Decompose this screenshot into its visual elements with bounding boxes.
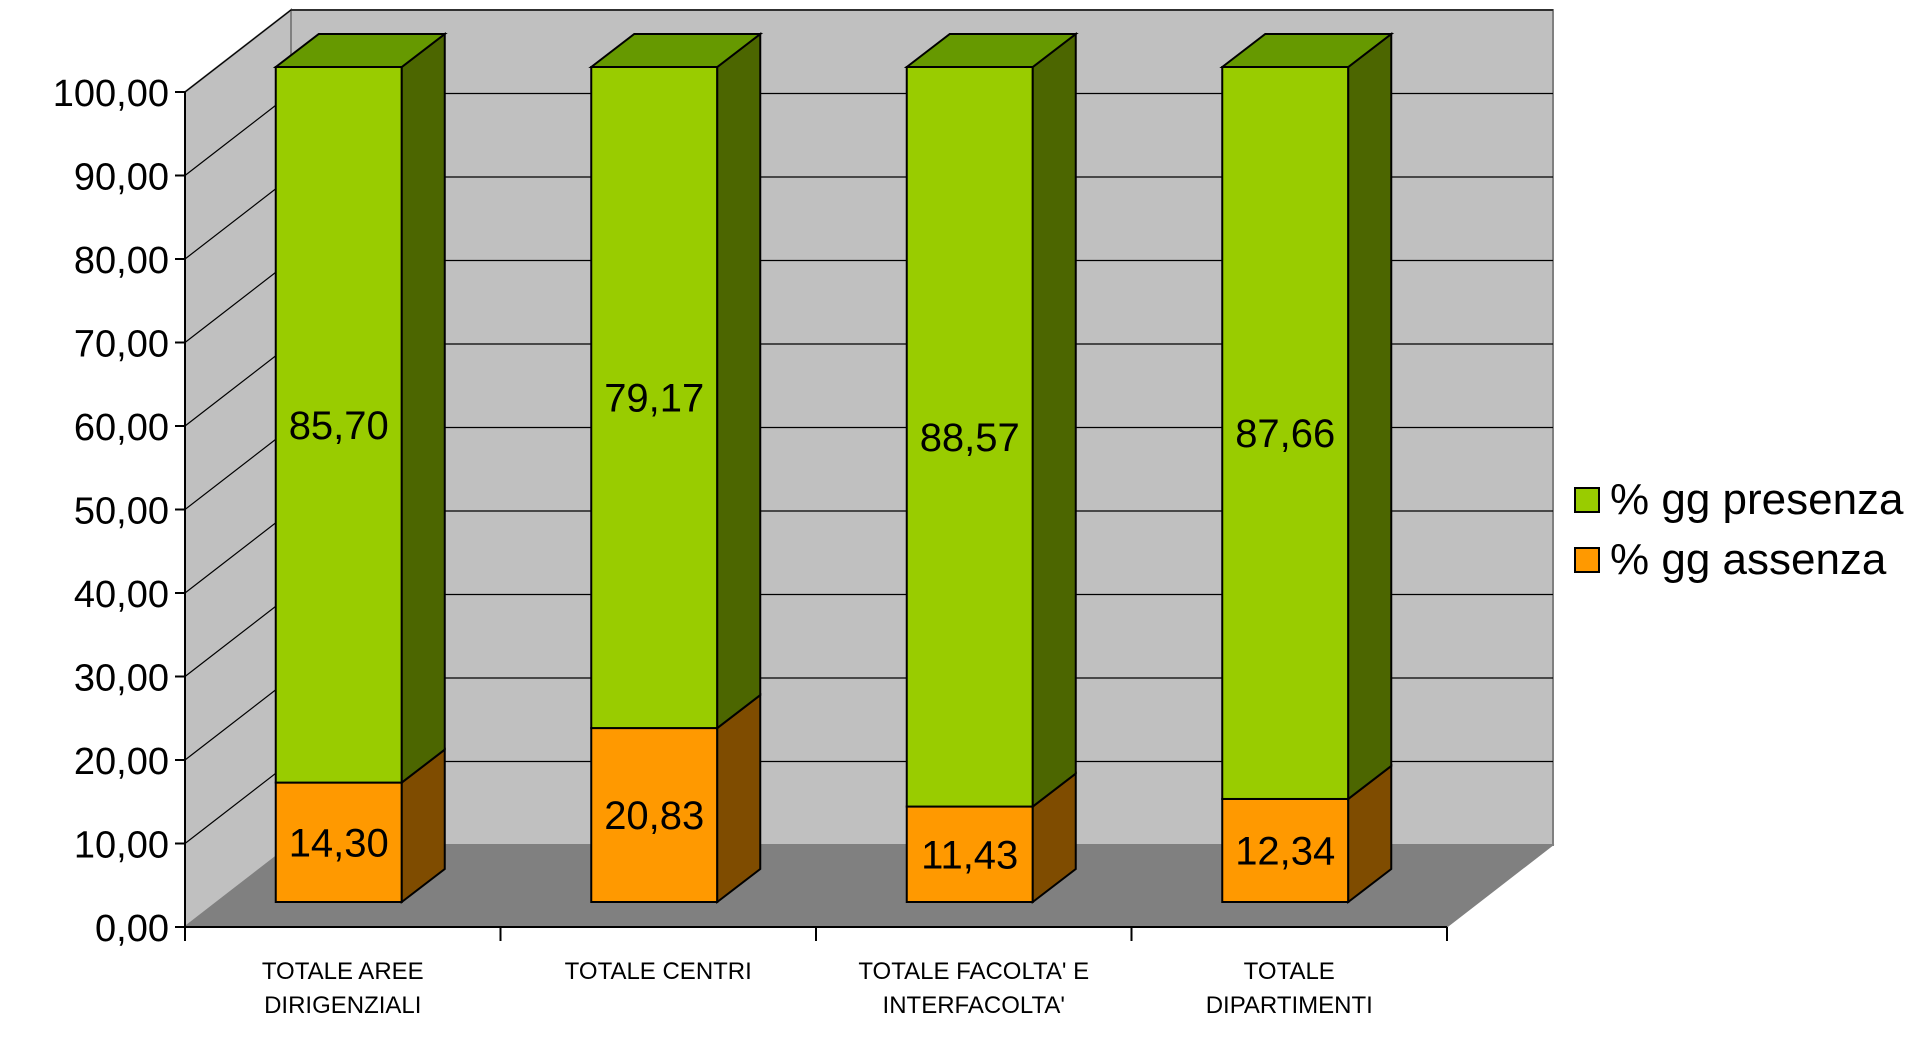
bar-segment-group: 85,70 [272,31,448,785]
x-tick-label: INTERFACOLTA' [883,992,1065,1019]
gridline-side [184,343,292,427]
data-label: 88,57 [920,416,1020,460]
data-label: 79,17 [604,377,704,421]
bar-front [590,727,719,904]
bar-side [716,31,762,731]
bar-front [905,66,1034,808]
x-tick-label: TOTALE FACOLTA' E [858,958,1089,985]
data-label: 85,70 [289,404,389,448]
data-label: 20,83 [604,794,704,838]
y-tick-label: 40,00 [74,574,169,616]
legend-swatch-assenza [1574,547,1600,573]
bar-top [903,33,1079,68]
y-tick-label: 20,00 [74,741,169,783]
chart-legend: % gg presenza % gg assenza [1574,470,1904,590]
x-tick-label: TOTALE [1244,958,1335,985]
data-label: 12,34 [1235,829,1335,873]
data-label: 87,66 [1235,412,1335,456]
bar-side [1347,31,1393,801]
bar-segment-group: 79,17 [588,31,764,731]
bar-side [1031,31,1077,809]
bar-front [590,66,719,730]
legend-item-assenza: % gg assenza [1574,530,1904,590]
gridline-side [184,510,292,594]
y-tick-label: 60,00 [74,407,169,449]
gridline-side [184,761,292,844]
bar-top [1219,33,1395,68]
bar-segment-group: 20,83 [590,693,762,905]
gridline-side [184,677,292,761]
bar-front [274,66,403,784]
gridline-side [184,9,292,93]
bar-front [274,781,403,903]
bar-front [1221,797,1350,903]
gridline-side [184,594,292,677]
y-tick-label: 80,00 [74,240,169,282]
gridline-side [184,427,292,510]
x-tick-label: TOTALE AREE [262,958,424,985]
legend-swatch-presenza [1574,487,1600,513]
y-tick-label: 10,00 [74,825,169,867]
chart-bars: 14,30 85,70 20,83 79,17 11,43 88,57 12,34 87,66 [272,31,1395,905]
y-tick-label: 0,00 [95,908,169,950]
legend-label-assenza: % gg assenza [1610,535,1887,584]
bar-segment-group: 12,34 [1221,763,1393,905]
data-label: 11,43 [921,833,1018,877]
bar-top [272,33,448,68]
x-tick-label: DIPARTIMENTI [1206,992,1373,1019]
y-tick-label: 30,00 [74,658,169,700]
legend-label-presenza: % gg presenza [1610,475,1904,524]
legend-item-presenza: % gg presenza [1574,470,1904,530]
bar-side [716,693,762,905]
gridline-side [184,260,292,343]
bar-side [400,31,446,785]
bar-top [588,33,764,68]
data-label: 14,30 [289,821,389,865]
chart-axes: 0,00 10,00 20,00 30,00 40,00 50,00 60,00 70,00 8… [53,73,1448,1019]
gridline-side [184,93,292,176]
bar-segment-group: 88,57 [903,31,1079,809]
y-tick-label: 100,00 [53,73,169,115]
y-tick-label: 50,00 [74,491,169,533]
x-tick-label: TOTALE CENTRI [565,958,752,985]
bar-segment-group: 11,43 [905,771,1077,905]
y-tick-label: 70,00 [74,324,169,366]
y-tick-label: 90,00 [74,157,169,199]
bar-segment-group: 87,66 [1219,31,1395,801]
x-tick-label: DIRIGENZIALI [264,992,421,1019]
gridline-side [184,176,292,260]
bar-segment-group: 14,30 [274,747,446,905]
